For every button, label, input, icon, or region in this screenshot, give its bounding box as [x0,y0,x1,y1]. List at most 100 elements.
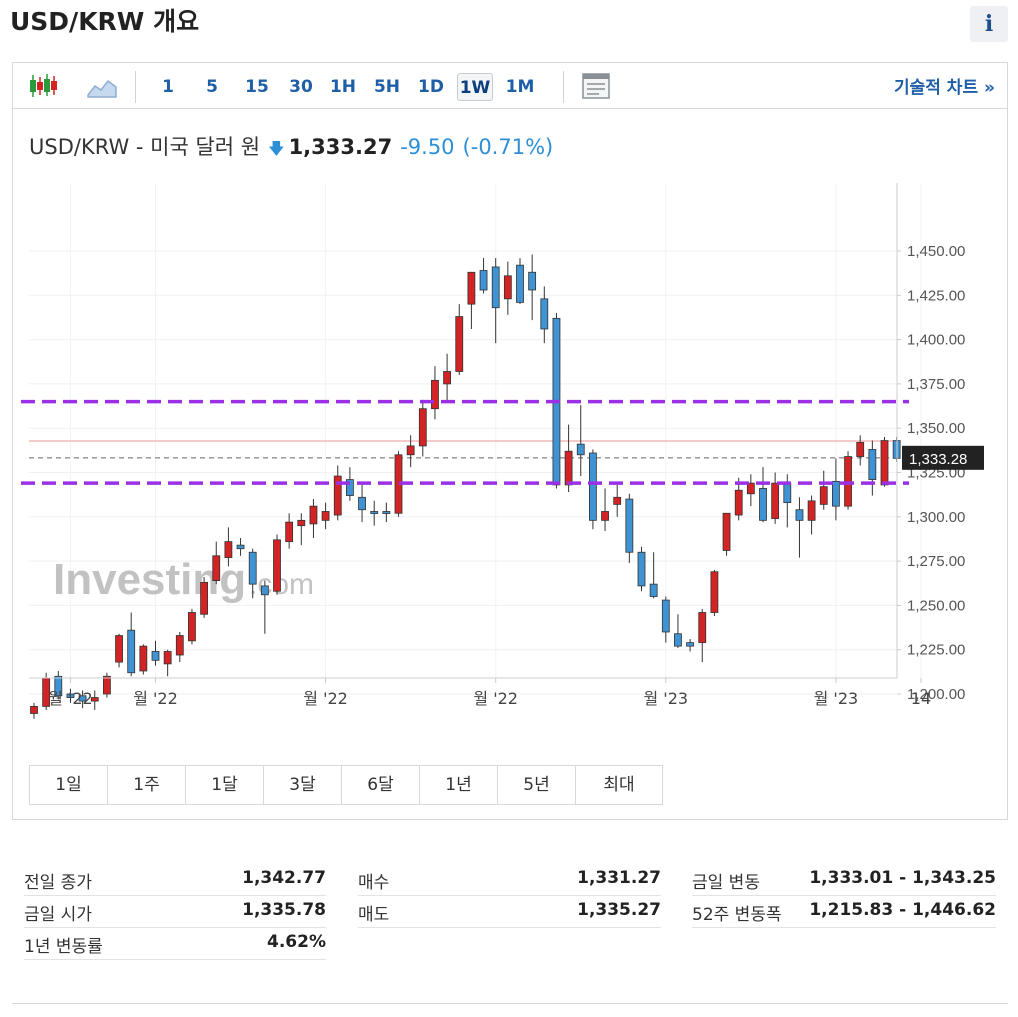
timeframe-30[interactable]: 30 [289,77,313,97]
timeframe-5h[interactable]: 5H [373,77,401,97]
candle-body [637,551,646,587]
candle-body [90,697,99,702]
y-tick-label: 1,425.00 [907,287,965,304]
candle-body [528,271,537,291]
y-tick-label: 1,450.00 [907,243,965,260]
timeframe-1[interactable]: 1 [162,77,174,97]
timeframe-1w[interactable]: 1W [457,73,493,101]
candle-body [540,298,549,330]
candle-body [443,371,452,385]
area-chart-icon[interactable] [85,71,119,101]
candle-body [188,612,196,642]
period-1w[interactable]: 1주 [108,766,186,804]
period-1d[interactable]: 1일 [30,766,108,804]
stat-label: 금일 변동 [692,873,760,893]
candlestick-chart-icon[interactable] [27,71,61,101]
stat-day-range: 금일 변동 1,333.01 - 1,343.25 [692,864,996,896]
stat-prev-close: 전일 종가 1,342.77 [24,864,326,896]
candle-body [516,264,524,303]
table-view-icon[interactable] [579,71,613,101]
candle-body [358,496,366,511]
period-1m[interactable]: 1달 [186,766,264,804]
candle-body [115,635,123,663]
period-5y[interactable]: 5년 [498,766,576,804]
chart-panel: 1 5 15 30 1H 5H 1D 1W 1M 기술적 차트 » USD/KR… [12,62,1008,820]
candle-body [285,521,294,543]
candle-body [212,555,221,581]
candle-body [163,651,172,665]
candle-body [674,633,682,647]
candle-body [491,266,500,309]
y-tick-label: 1,400.00 [907,332,965,349]
period-max[interactable]: 최대 [576,766,662,804]
candle-body [844,456,852,507]
info-icon[interactable]: i [970,6,1008,42]
candle-body [698,612,707,644]
stat-label: 금일 시가 [24,905,92,925]
candle-body [431,379,439,410]
y-tick-label: 1,225.00 [907,642,965,659]
candle-body [127,629,136,674]
timeframe-1h[interactable]: 1H [329,77,357,97]
candle-body [309,505,318,525]
y-tick-label: 1,350.00 [907,420,965,437]
candle-body [832,480,840,507]
stat-ask: 매도 1,335.27 [358,896,661,928]
y-tick-label: 1,300.00 [907,509,965,526]
current-price-tag [902,445,984,470]
stat-value: 1,215.83 - 1,446.62 [809,900,996,920]
candle-body [771,482,780,519]
price-change: -9.50 [400,135,455,159]
x-tick-label: 월 '23 [644,689,689,708]
candle-body [625,498,634,553]
candle-body [333,475,342,516]
candle-body [260,585,269,596]
candle-body [418,408,427,447]
stat-value: 1,333.01 - 1,343.25 [809,868,996,888]
candle-body [589,452,597,521]
stat-value: 4.62% [267,932,326,952]
period-1y[interactable]: 1년 [420,766,498,804]
candle-body [649,583,658,597]
technical-chart-link[interactable]: 기술적 차트 » [893,78,995,98]
stat-value: 1,335.78 [242,900,326,920]
candle-body [200,581,209,615]
candle-body [54,675,63,697]
price-chart[interactable]: Investing .com1,200.001,225.001,250.001,2… [13,173,1007,763]
stat-value: 1,335.27 [577,900,661,920]
y-tick-label: 1,250.00 [907,597,965,614]
candle-body [759,488,767,521]
y-tick-label: 1,275.00 [907,553,965,570]
period-6m[interactable]: 6달 [342,766,420,804]
candle-body [710,571,719,613]
candle-body [819,486,828,505]
stat-label: 매도 [358,905,390,925]
timeframe-5[interactable]: 5 [206,77,218,97]
candle-body [576,443,585,456]
candle-body [370,511,379,514]
candle-body [467,271,476,305]
y-tick-label: 1,375.00 [907,376,965,393]
candle-body [66,693,75,698]
chart-toolbar: 1 5 15 30 1H 5H 1D 1W 1M 기술적 차트 » [13,63,1007,109]
candle-body [248,551,257,585]
candle-body [722,512,731,551]
candle-body [345,479,354,496]
period-3m[interactable]: 3달 [264,766,342,804]
candle-body [661,599,670,633]
timeframe-1d[interactable]: 1D [418,77,444,97]
price-change-percent: (-0.71%) [462,135,554,159]
candle-body [686,642,694,647]
candle-body [734,489,743,516]
last-price: 1,333.27 [288,135,393,159]
timeframe-1m[interactable]: 1M [505,77,535,97]
period-selector: 1일 1주 1달 3달 6달 1년 5년 최대 [29,765,663,805]
candle-body [151,651,160,661]
toolbar-divider [135,71,136,103]
page-title: USD/KRW 개요 [10,7,200,36]
candle-body [503,275,512,300]
timeframe-15[interactable]: 15 [245,77,269,97]
candle-body [406,445,415,456]
candle-body [868,449,877,480]
stat-label: 52주 변동폭 [692,905,782,925]
